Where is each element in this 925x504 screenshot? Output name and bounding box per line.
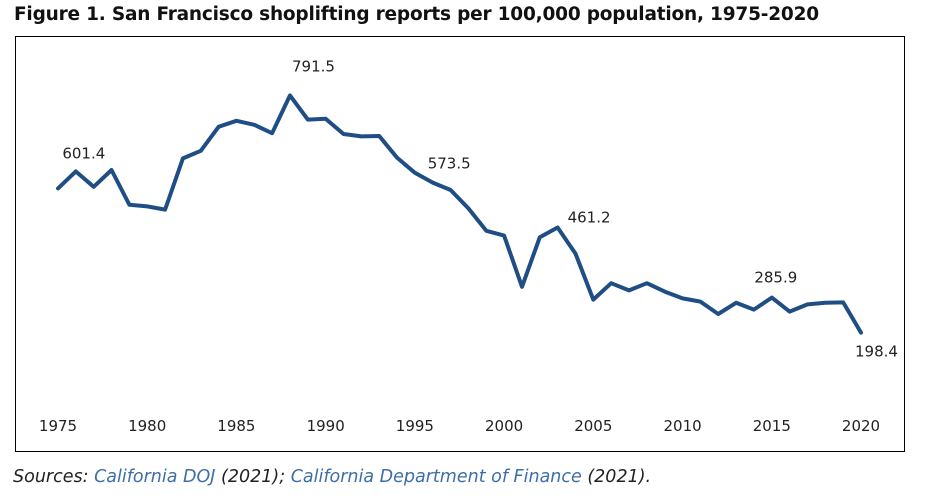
sources-note: Sources: California DOJ (2021); Californ… [13, 467, 651, 487]
sources-mid: (2021); [215, 467, 291, 487]
data-label-1988: 791.5 [292, 57, 335, 75]
x-tick-label-1995: 1995 [396, 417, 434, 435]
x-tick-label-1985: 1985 [217, 417, 255, 435]
chart-frame: 601.4 791.5 573.5 461.2 285.9 198.4 1975 1980 1… [15, 36, 905, 452]
data-label-2003: 461.2 [568, 209, 611, 227]
sources-suffix: (2021). [581, 467, 652, 487]
x-tick-label-1975: 1975 [39, 417, 77, 435]
series-line [56, 93, 863, 335]
line-layer [56, 93, 863, 335]
x-tick-label-2000: 2000 [485, 417, 523, 435]
data-label-2015: 285.9 [754, 269, 797, 287]
x-tick-label-2010: 2010 [664, 417, 702, 435]
source-link-california-doj[interactable]: California DOJ [94, 467, 216, 487]
x-tick-label-2005: 2005 [574, 417, 612, 435]
data-label-1976: 601.4 [62, 144, 105, 162]
x-tick-label-2015: 2015 [753, 417, 791, 435]
x-tick-label-2020: 2020 [842, 417, 880, 435]
data-label-1996: 573.5 [428, 155, 471, 173]
x-axis-tick-layer: 1975 1980 1985 1990 1995 2000 2005 2010 2015 2020 [39, 417, 880, 435]
sources-prefix: Sources: [13, 467, 95, 487]
data-label-layer: 601.4 791.5 573.5 461.2 285.9 198.4 [62, 57, 898, 360]
chart-title: Figure 1. San Francisco shoplifting repo… [14, 4, 819, 25]
data-label-2020: 198.4 [855, 343, 898, 361]
x-tick-label-1990: 1990 [307, 417, 345, 435]
source-link-california-department-of-finance[interactable]: California Department of Finance [290, 467, 582, 487]
x-tick-label-1980: 1980 [128, 417, 166, 435]
